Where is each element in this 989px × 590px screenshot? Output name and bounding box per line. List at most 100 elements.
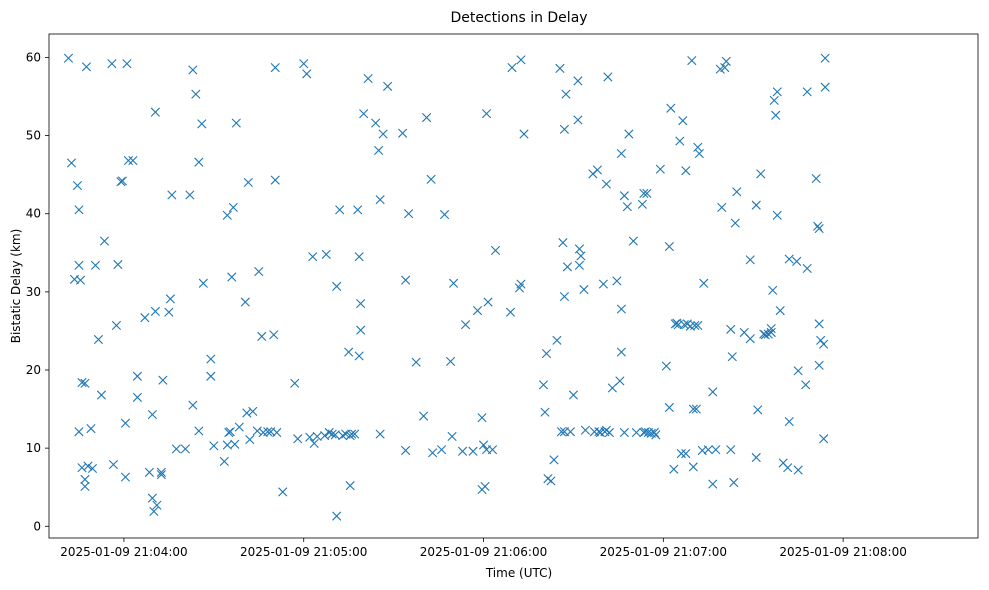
data-point — [820, 82, 830, 92]
data-point — [113, 259, 123, 270]
data-point — [637, 199, 647, 209]
data-point — [132, 392, 142, 402]
data-point — [312, 431, 322, 442]
data-point — [164, 307, 174, 317]
data-point — [308, 252, 318, 262]
data-point — [230, 439, 240, 449]
data-point — [819, 434, 829, 444]
data-point — [687, 55, 697, 66]
data-point — [188, 65, 198, 75]
data-point — [254, 266, 264, 277]
data-point — [338, 431, 348, 441]
data-point — [745, 255, 755, 265]
data-point — [270, 175, 280, 185]
data-point — [694, 148, 704, 159]
data-point — [565, 427, 576, 437]
data-point — [688, 462, 698, 472]
data-point — [375, 429, 385, 439]
data-point — [332, 511, 342, 521]
y-tick-label: 0 — [33, 519, 41, 533]
data-point — [74, 427, 84, 437]
data-point — [245, 434, 255, 445]
data-point — [83, 461, 93, 471]
data-point — [147, 409, 157, 420]
data-point — [363, 73, 373, 84]
data-point — [783, 463, 793, 473]
data-point — [86, 424, 96, 434]
data-point — [615, 376, 625, 386]
data-point — [766, 323, 776, 334]
data-point — [90, 260, 101, 270]
data-point — [371, 118, 381, 128]
data-point — [819, 339, 829, 349]
data-point — [699, 278, 709, 288]
data-point — [87, 463, 98, 474]
data-point — [756, 169, 766, 179]
data-point — [607, 383, 617, 393]
data-point — [80, 474, 90, 484]
data-point — [185, 190, 195, 200]
data-point — [639, 188, 649, 198]
data-point — [549, 455, 559, 465]
data-point — [152, 500, 162, 510]
x-tick-label: 2025-01-09 21:05:00 — [240, 545, 367, 559]
data-point — [559, 291, 570, 302]
data-point — [150, 306, 160, 316]
data-point — [228, 202, 238, 213]
data-point — [111, 320, 122, 331]
x-tick-label: 2025-01-09 21:06:00 — [420, 545, 547, 559]
data-point — [814, 319, 824, 329]
data-point — [538, 380, 549, 390]
data-point — [753, 405, 763, 415]
data-point — [206, 371, 216, 381]
data-point — [745, 334, 755, 344]
data-point — [344, 347, 354, 357]
data-point — [74, 260, 84, 270]
data-point — [327, 429, 337, 439]
data-point — [576, 251, 586, 261]
data-point — [771, 110, 781, 120]
data-point — [801, 380, 811, 390]
data-points — [63, 53, 830, 521]
data-point — [147, 493, 157, 503]
x-tick-label: 2025-01-09 21:04:00 — [60, 545, 187, 559]
data-point — [516, 55, 526, 65]
data-point — [309, 438, 319, 449]
data-point — [573, 76, 583, 86]
data-point — [240, 297, 250, 307]
data-point — [703, 445, 713, 455]
data-point — [541, 349, 552, 359]
data-point — [561, 89, 571, 99]
data-point — [555, 63, 565, 73]
data-point — [436, 445, 447, 455]
data-point — [350, 429, 360, 439]
data-point — [507, 63, 517, 73]
data-point — [439, 209, 450, 220]
data-point — [655, 164, 665, 174]
data-point — [272, 427, 282, 438]
data-point — [573, 115, 583, 125]
data-point — [574, 260, 585, 270]
data-point — [775, 306, 785, 316]
data-point — [198, 278, 208, 288]
data-point — [197, 119, 207, 129]
data-point — [721, 56, 731, 66]
data-point — [792, 256, 802, 266]
data-point — [717, 202, 727, 213]
y-tick-label: 40 — [26, 207, 41, 221]
data-point — [601, 179, 611, 189]
data-point — [664, 241, 674, 252]
data-point — [140, 313, 150, 323]
data-point — [404, 209, 414, 219]
data-point — [814, 223, 824, 234]
data-point — [711, 445, 721, 455]
data-point — [252, 426, 262, 436]
data-point — [99, 236, 110, 246]
data-point — [552, 335, 562, 345]
data-point — [77, 377, 87, 388]
data-point — [793, 465, 803, 475]
data-point — [156, 467, 166, 477]
data-point — [231, 118, 241, 128]
data-point — [227, 272, 237, 282]
data-point — [460, 320, 471, 330]
